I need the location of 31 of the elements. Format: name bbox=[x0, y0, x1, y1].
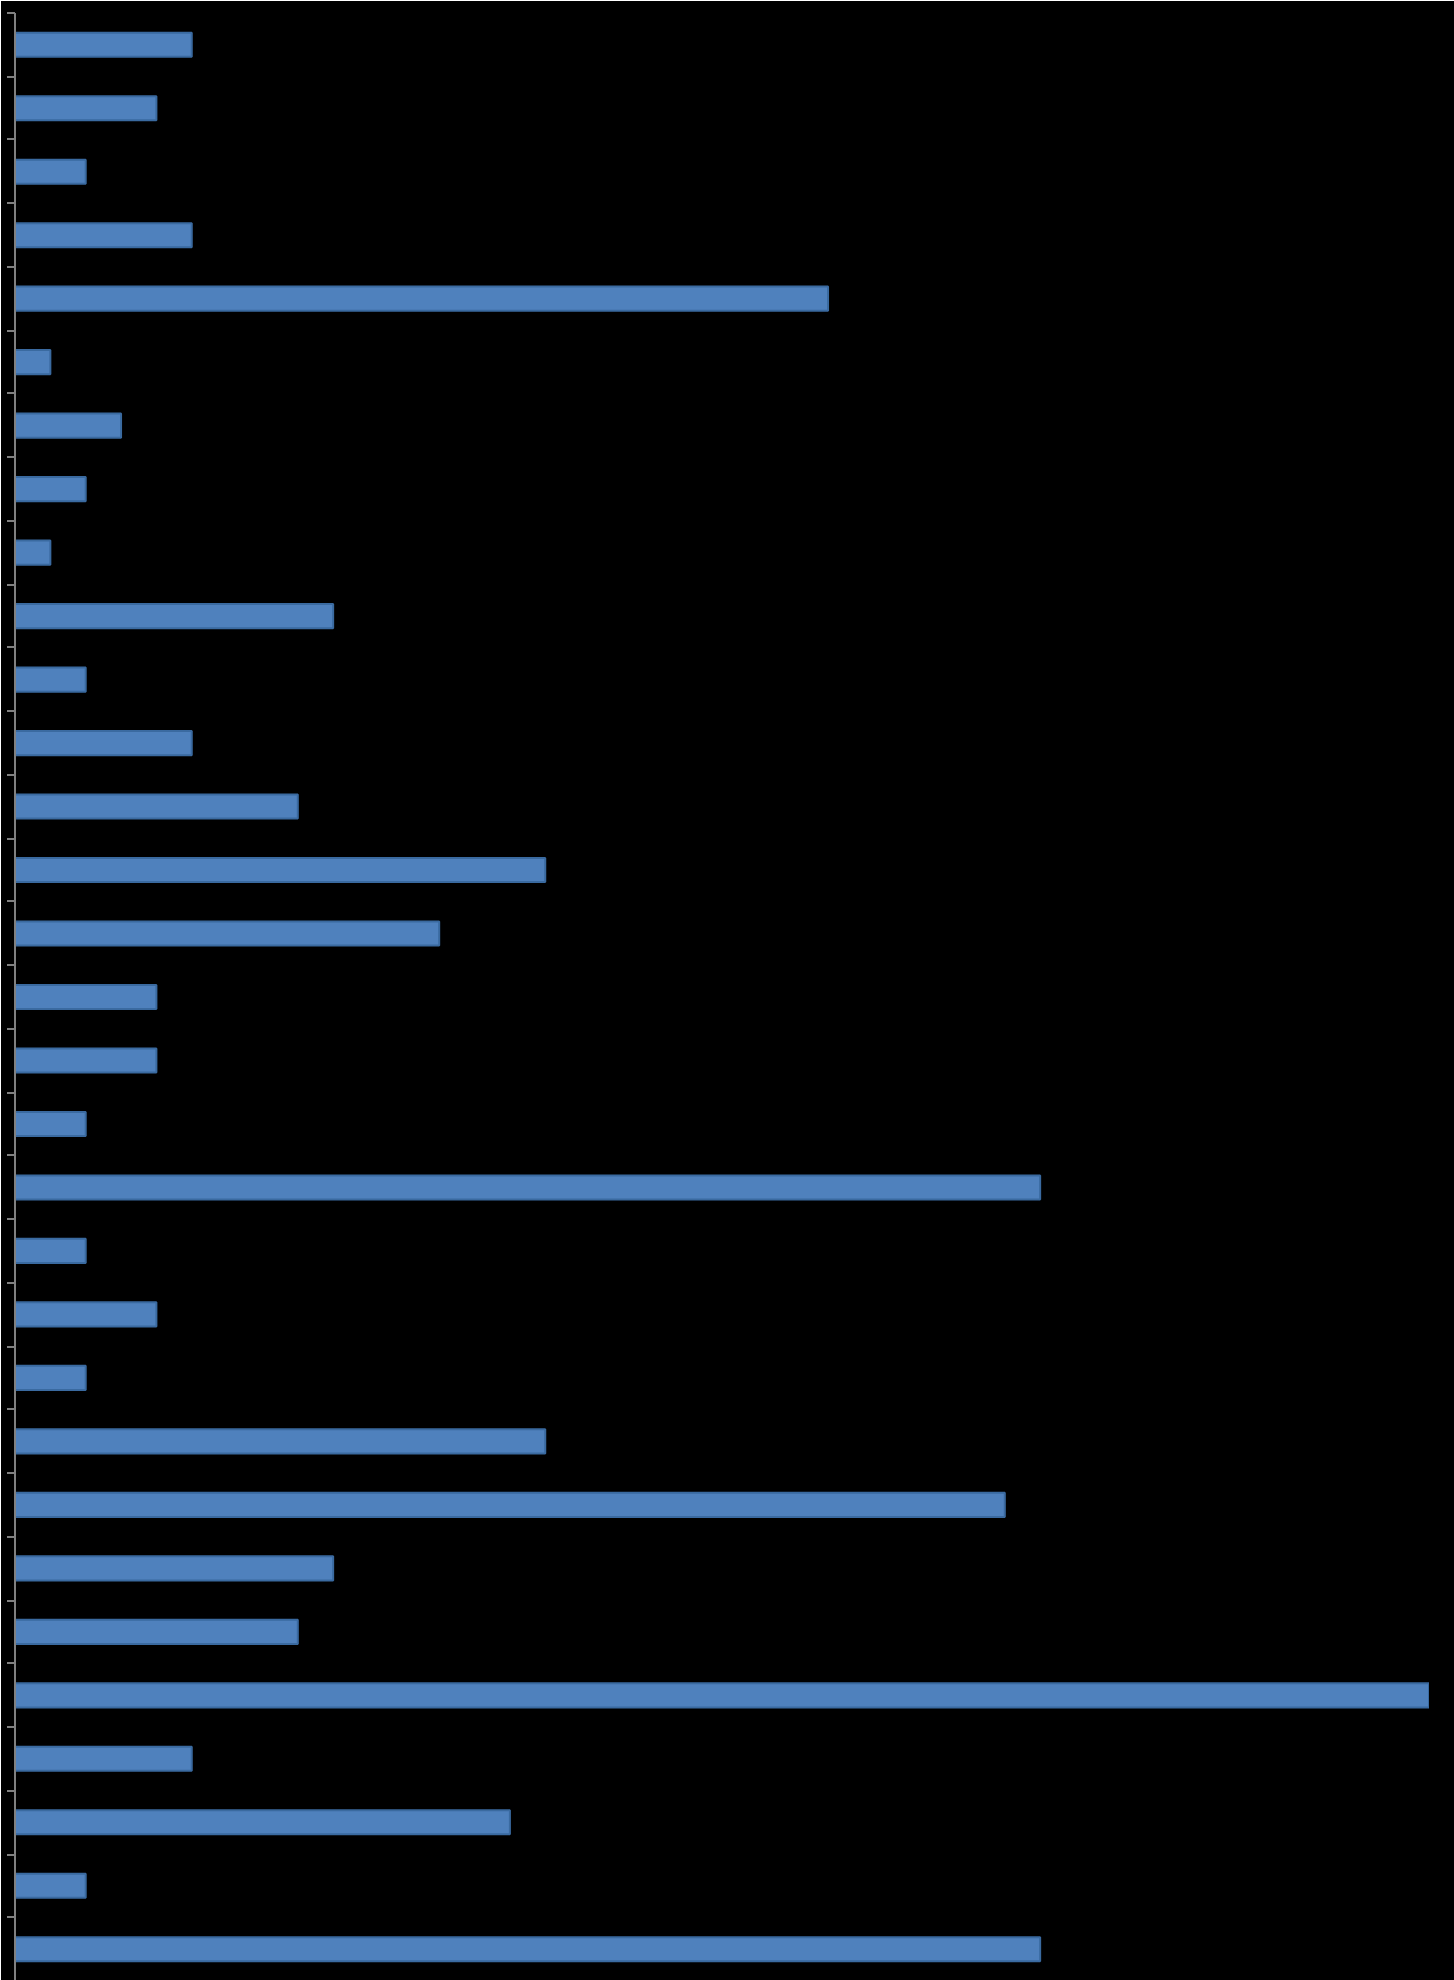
bar bbox=[15, 1809, 511, 1836]
bar bbox=[15, 856, 547, 884]
bar bbox=[15, 920, 441, 947]
bar bbox=[15, 1237, 87, 1264]
bar bbox=[15, 1174, 1042, 1201]
bar bbox=[15, 1745, 193, 1772]
bar bbox=[15, 1491, 1006, 1518]
bar bbox=[15, 1301, 158, 1328]
bar bbox=[15, 1428, 547, 1455]
bar bbox=[15, 1110, 87, 1138]
bar bbox=[15, 1682, 1429, 1709]
bar bbox=[15, 793, 299, 820]
bar bbox=[15, 476, 87, 503]
bar bbox=[15, 666, 87, 693]
bar bbox=[15, 1936, 1042, 1963]
bar bbox=[15, 1872, 87, 1899]
bar bbox=[15, 983, 158, 1011]
bar bbox=[15, 158, 87, 185]
bar bbox=[15, 31, 193, 58]
bar bbox=[15, 539, 52, 566]
bar bbox=[15, 1047, 158, 1074]
bar bbox=[15, 1618, 299, 1645]
bar bbox=[15, 285, 830, 312]
bar bbox=[15, 412, 123, 439]
bar bbox=[15, 222, 193, 249]
bar bbox=[15, 349, 52, 376]
bar bbox=[15, 1364, 87, 1391]
bar bbox=[15, 95, 158, 122]
bar bbox=[15, 730, 193, 757]
bar bbox=[15, 603, 335, 630]
bar bbox=[15, 1555, 335, 1582]
